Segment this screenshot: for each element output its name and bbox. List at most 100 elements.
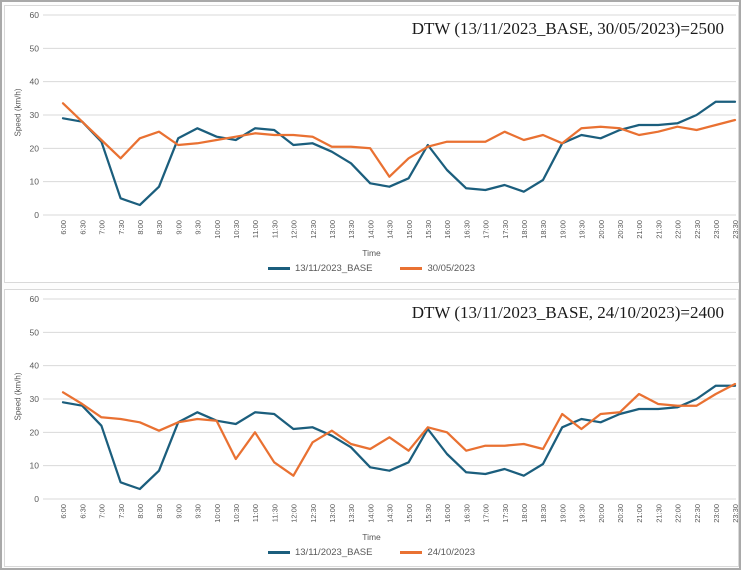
chart-title: DTW (13/11/2023_BASE, 24/10/2023)=2400	[411, 303, 724, 322]
x-tick-label: 8:30	[155, 220, 164, 235]
x-tick-label: 21:00	[635, 504, 644, 523]
x-tick-label: 19:30	[578, 220, 587, 239]
x-tick-label: 13:00	[328, 504, 337, 523]
chart-panel-bottom: 0 10 20 30 40 50 60 6:00 6:30 7:00 7:30 8:00 8:30 9:0…	[4, 289, 739, 567]
legend-swatch-base	[267, 267, 290, 270]
legend-item: 13/11/2023_BASE	[267, 547, 373, 558]
x-tick-label: 7:00	[98, 504, 107, 519]
x-tick-label: 19:30	[578, 504, 587, 523]
x-tick-label: 23:30	[731, 504, 738, 523]
y-tick-label: 10	[30, 177, 40, 187]
y-tick-label: 30	[30, 394, 40, 404]
x-tick-label: 16:00	[443, 220, 452, 239]
chart-panel-top: 0 10 20 30 40 50 60 6:00 6:30 7:00 7:30 8:00 8:30 9:0…	[4, 5, 739, 283]
x-tick-label: 12:00	[290, 504, 299, 523]
x-tick-label: 6:30	[78, 220, 87, 235]
legend-label: 13/11/2023_BASE	[294, 263, 373, 274]
x-axis-title: Time	[362, 532, 381, 542]
x-tick-label: 13:30	[347, 504, 356, 523]
x-tick-label: 23:30	[731, 220, 738, 239]
x-tick-label: 12:30	[309, 504, 318, 523]
legend-label: 30/05/2023	[427, 263, 476, 274]
x-tick-label: 9:00	[174, 220, 183, 235]
y-tick-label: 0	[34, 210, 39, 220]
x-tick-label: 14:00	[366, 220, 375, 239]
x-tick-label: 10:00	[213, 504, 222, 523]
x-tick-label: 6:30	[78, 504, 87, 519]
y-tick-label: 60	[30, 10, 40, 20]
x-tick-label: 8:00	[136, 504, 145, 519]
x-tick-label: 23:00	[712, 504, 721, 523]
y-tick-label: 60	[30, 294, 40, 304]
x-tick-label: 11:30	[270, 504, 279, 522]
x-tick-label: 20:00	[597, 504, 606, 523]
series-line	[61, 100, 737, 207]
x-tick-label: 18:30	[539, 220, 548, 239]
legend-swatch-base	[267, 551, 290, 554]
x-tick-label: 16:30	[462, 220, 471, 239]
y-tick-label: 30	[30, 110, 40, 120]
x-tick-label: 22:00	[674, 504, 683, 523]
series-line	[61, 382, 737, 477]
legend-swatch-compare	[400, 267, 423, 270]
legend-label: 24/10/2023	[427, 547, 476, 558]
x-tick-label: 13:30	[347, 220, 356, 239]
plot-area: 0 10 20 30 40 50 60 6:00 6:30 7:00 7:30 8:00 8:30 9:0…	[30, 10, 738, 239]
x-tick-label: 7:30	[117, 220, 126, 235]
x-tick-label: 15:00	[405, 220, 414, 239]
series-line	[61, 384, 737, 491]
x-tick-label: 21:30	[654, 220, 663, 239]
x-tick-label: 13:00	[328, 220, 337, 239]
legend-item: 30/05/2023	[400, 263, 475, 274]
x-tick-label: 15:00	[405, 504, 414, 523]
x-tick-label: 20:30	[616, 504, 625, 523]
x-tick-label: 12:30	[309, 220, 318, 239]
x-tick-label: 14:30	[386, 504, 395, 523]
x-tick-label: 16:30	[462, 504, 471, 523]
legend-label: 13/11/2023_BASE	[294, 547, 373, 558]
y-tick-label: 20	[30, 427, 40, 437]
x-tick-label: 9:30	[194, 220, 203, 235]
chart-title: DTW (13/11/2023_BASE, 30/05/2023)=2500	[411, 19, 724, 38]
y-tick-label: 40	[30, 77, 40, 87]
y-tick-label: 50	[30, 43, 40, 53]
x-tick-label: 11:00	[251, 220, 260, 238]
y-tick-label: 20	[30, 143, 40, 153]
legend: 13/11/2023_BASE 24/10/2023	[5, 547, 738, 558]
legend-swatch-compare	[400, 551, 423, 554]
x-tick-label: 6:00	[59, 220, 68, 235]
x-tick-label: 7:30	[117, 504, 126, 519]
legend-item: 24/10/2023	[400, 547, 475, 558]
x-tick-label: 20:00	[597, 220, 606, 239]
x-tick-label: 17:00	[482, 220, 491, 239]
x-tick-label: 15:30	[424, 220, 433, 239]
x-tick-label: 8:00	[136, 220, 145, 235]
x-tick-label: 10:30	[232, 220, 241, 239]
x-tick-label: 8:30	[155, 504, 164, 519]
plot-area: 0 10 20 30 40 50 60 6:00 6:30 7:00 7:30 8:00 8:30 9:0…	[30, 294, 738, 523]
y-tick-label: 0	[34, 494, 39, 504]
x-tick-label: 15:30	[424, 504, 433, 523]
x-tick-label: 16:00	[443, 504, 452, 523]
x-tick-label: 19:00	[558, 504, 567, 523]
x-tick-label: 21:30	[654, 504, 663, 523]
y-tick-label: 50	[30, 327, 40, 337]
y-tick-label: 10	[30, 461, 40, 471]
x-tick-label: 7:00	[98, 220, 107, 235]
x-tick-label: 22:00	[674, 220, 683, 239]
x-axis-title: Time	[362, 248, 381, 258]
y-tick-label: 40	[30, 361, 40, 371]
x-tick-label: 18:00	[520, 504, 529, 523]
legend: 13/11/2023_BASE 30/05/2023	[5, 263, 738, 274]
y-axis-title: Speed (km/h)	[13, 88, 23, 137]
x-tick-label: 6:00	[59, 504, 68, 519]
x-tick-label: 23:00	[712, 220, 721, 239]
x-tick-label: 10:30	[232, 504, 241, 523]
x-tick-label: 17:30	[501, 220, 510, 239]
x-tick-label: 14:30	[386, 220, 395, 239]
x-tick-label: 9:00	[174, 504, 183, 519]
x-tick-label: 22:30	[693, 504, 702, 523]
x-tick-label: 9:30	[194, 504, 203, 519]
legend-item: 13/11/2023_BASE	[267, 263, 373, 274]
